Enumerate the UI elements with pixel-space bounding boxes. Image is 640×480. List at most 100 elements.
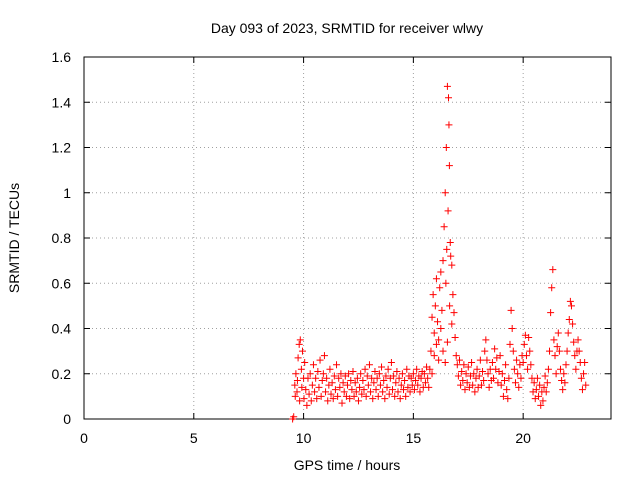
data-point	[421, 379, 429, 387]
data-point	[527, 361, 535, 369]
data-point	[430, 352, 438, 360]
data-point	[460, 361, 468, 369]
chart-title: Day 093 of 2023, SRMTID for receiver wlw…	[211, 20, 483, 36]
data-point	[385, 390, 393, 398]
data-point	[291, 392, 299, 400]
data-point	[360, 386, 368, 394]
data-point	[425, 383, 433, 391]
data-point	[424, 374, 432, 382]
data-point	[369, 395, 377, 403]
data-point	[300, 395, 308, 403]
data-point	[358, 390, 366, 398]
data-point	[551, 352, 559, 360]
data-point	[567, 302, 575, 310]
data-point	[428, 370, 436, 378]
data-point	[547, 309, 555, 317]
data-point	[409, 370, 417, 378]
data-point	[515, 383, 523, 391]
data-point	[473, 365, 481, 373]
data-point	[352, 388, 360, 396]
data-point	[553, 343, 561, 351]
data-point	[333, 361, 341, 369]
data-point	[550, 336, 558, 344]
data-point	[582, 381, 590, 389]
data-point	[327, 390, 335, 398]
data-point	[329, 395, 337, 403]
data-point	[481, 347, 489, 355]
data-point	[437, 268, 445, 276]
data-point	[504, 395, 512, 403]
data-point	[309, 361, 317, 369]
data-point	[361, 365, 369, 373]
data-point	[350, 392, 358, 400]
data-point	[485, 383, 493, 391]
data-point	[539, 397, 547, 405]
data-point	[459, 377, 467, 385]
data-point	[410, 386, 418, 394]
data-point	[382, 372, 390, 380]
data-point	[378, 363, 386, 371]
data-point	[372, 386, 380, 394]
data-point	[440, 223, 448, 231]
data-point	[574, 336, 582, 344]
data-point	[438, 306, 446, 314]
data-point	[404, 383, 412, 391]
data-point	[556, 365, 564, 373]
data-point	[302, 386, 310, 394]
data-point	[414, 381, 422, 389]
data-point	[548, 284, 556, 292]
data-point	[346, 395, 354, 403]
data-point	[313, 395, 321, 403]
data-point	[291, 381, 299, 389]
data-point	[522, 352, 530, 360]
data-point	[497, 381, 505, 389]
data-point	[356, 383, 364, 391]
y-tick-label: 0	[63, 411, 71, 427]
data-point	[357, 370, 365, 378]
data-point	[572, 365, 580, 373]
data-point	[294, 354, 302, 362]
data-point	[322, 388, 330, 396]
data-point	[483, 356, 491, 364]
data-point	[391, 392, 399, 400]
data-point	[577, 374, 585, 382]
y-tick-label: 1.6	[52, 49, 72, 65]
data-point	[307, 397, 315, 405]
data-point	[532, 386, 540, 394]
data-point	[337, 370, 345, 378]
data-point	[437, 325, 445, 332]
data-point	[354, 397, 362, 405]
data-point	[462, 370, 470, 378]
data-point	[336, 383, 344, 391]
data-point	[320, 352, 328, 360]
data-point	[441, 358, 449, 366]
data-point	[296, 397, 304, 405]
data-point	[428, 313, 436, 321]
data-point	[480, 377, 488, 385]
data-point	[444, 207, 452, 215]
data-point	[434, 318, 442, 326]
data-point	[555, 347, 563, 355]
data-point	[420, 370, 428, 378]
data-point	[542, 388, 550, 396]
data-point	[312, 374, 320, 382]
data-point	[395, 374, 403, 382]
data-point	[578, 386, 586, 394]
data-point	[345, 370, 353, 378]
data-point	[445, 121, 453, 129]
data-point	[560, 370, 568, 378]
x-axis-label: GPS time / hours	[294, 457, 401, 473]
data-point	[470, 370, 478, 378]
data-point	[581, 358, 589, 366]
data-point	[319, 370, 327, 378]
data-point	[335, 374, 343, 382]
data-point	[496, 352, 504, 360]
data-point	[448, 320, 456, 328]
data-point	[314, 367, 322, 375]
data-point	[318, 377, 326, 385]
data-point	[374, 392, 382, 400]
data-point	[468, 358, 476, 366]
x-tick-label: 15	[406, 430, 422, 446]
data-point	[482, 336, 490, 344]
